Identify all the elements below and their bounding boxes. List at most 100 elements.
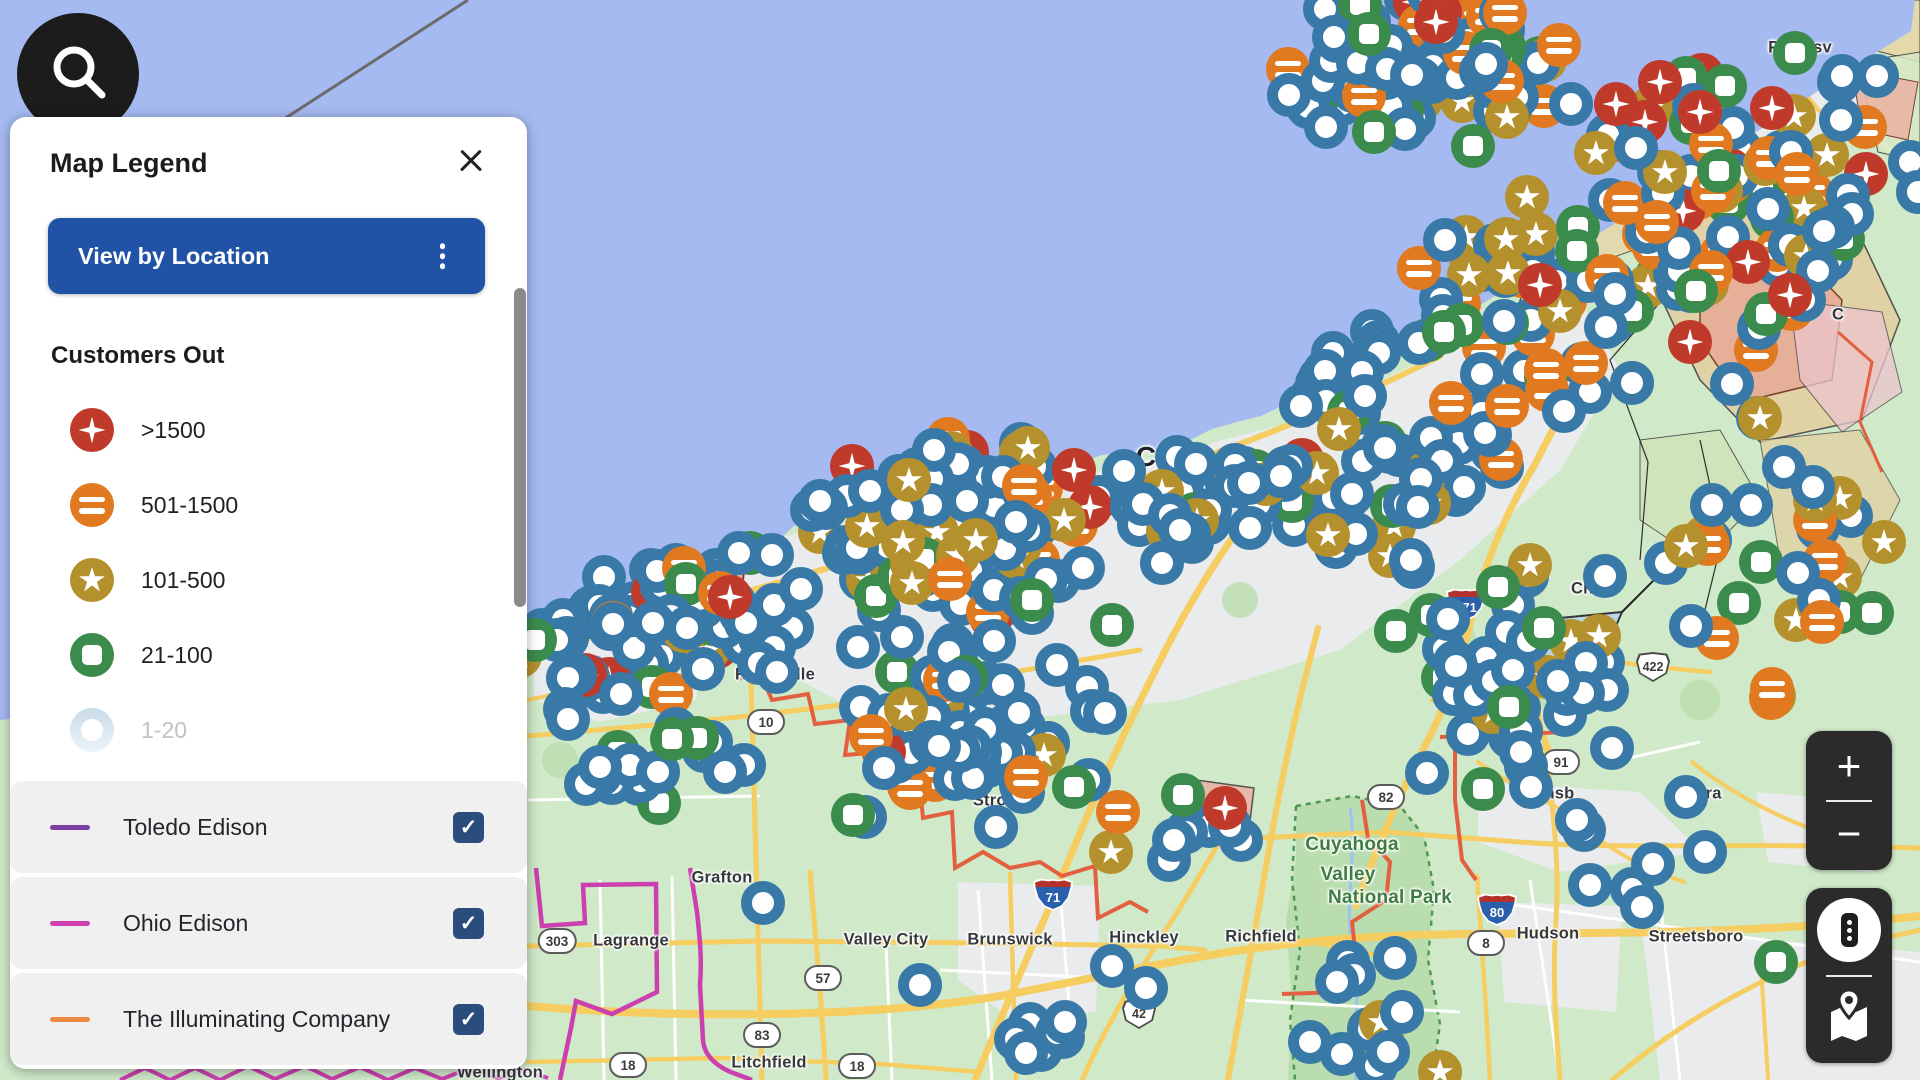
outage-marker-blue[interactable] [599,672,643,716]
outage-marker-gold[interactable] [1574,131,1618,175]
outage-marker-blue[interactable] [1664,775,1708,819]
outage-marker-gold[interactable] [954,518,998,562]
outage-marker-gold[interactable] [1505,175,1549,219]
utility-checkbox[interactable]: ✓ [453,811,484,843]
outage-marker-blue[interactable] [750,533,794,577]
outage-marker-blue[interactable] [665,606,709,650]
outage-marker-blue[interactable] [1124,966,1168,1010]
outage-marker-blue[interactable] [1043,1000,1087,1044]
outage-marker-green[interactable] [1754,940,1798,984]
outage-marker-orange[interactable] [1485,384,1529,428]
outage-marker-red[interactable] [1750,86,1794,130]
outage-marker-blue[interactable] [917,724,961,768]
outage-marker-blue[interactable] [1631,842,1675,886]
outage-marker-blue[interactable] [1542,389,1586,433]
outage-marker-green[interactable] [1422,310,1466,354]
outage-marker-green[interactable] [1487,685,1531,729]
outage-marker-blue[interactable] [1174,442,1218,486]
outage-marker-blue[interactable] [1683,830,1727,874]
outage-marker-blue[interactable] [1390,53,1434,97]
outage-marker-gold[interactable] [1306,513,1350,557]
outage-marker-blue[interactable] [1061,546,1105,590]
outage-marker-blue[interactable] [1330,472,1374,516]
outage-marker-orange[interactable] [1096,790,1140,834]
outage-marker-red[interactable] [1518,263,1562,307]
utility-checkbox[interactable]: ✓ [453,1003,484,1035]
outage-marker-blue[interactable] [1610,361,1654,405]
outage-marker-gold[interactable] [1664,524,1708,568]
kebab-menu-icon[interactable] [439,243,445,269]
utility-checkbox[interactable]: ✓ [453,907,484,939]
outage-marker-blue[interactable] [1363,426,1407,470]
outage-marker-blue[interactable] [862,746,906,790]
outage-marker-blue[interactable] [741,881,785,925]
outage-marker-blue[interactable] [898,963,942,1007]
outage-marker-blue[interactable] [1669,604,1713,648]
outage-marker-red[interactable] [1638,60,1682,104]
outage-marker-green[interactable] [1052,765,1096,809]
outage-marker-blue[interactable] [1464,42,1508,86]
outage-marker-blue[interactable] [1152,818,1196,862]
outage-marker-blue[interactable] [1389,538,1433,582]
outage-marker-blue[interactable] [1568,863,1612,907]
outage-marker-green[interactable] [1010,578,1054,622]
outage-marker-green[interactable] [1352,110,1396,154]
view-by-location-button[interactable]: View by Location [48,218,485,294]
utility-row[interactable]: The Illuminating Company ✓ [10,973,527,1065]
outage-marker-green[interactable] [1347,12,1391,56]
outage-marker-red[interactable] [1052,448,1096,492]
outage-marker-blue[interactable] [1426,597,1470,641]
outage-marker-blue[interactable] [1035,643,1079,687]
outage-marker-blue[interactable] [779,567,823,611]
outage-marker-orange[interactable] [1004,755,1048,799]
outage-marker-orange[interactable] [1775,152,1819,196]
outage-marker-blue[interactable] [1802,209,1846,253]
outage-marker-gold[interactable] [881,520,925,564]
outage-marker-red[interactable] [1668,320,1712,364]
outage-marker-green[interactable] [1476,565,1520,609]
outage-marker-gold[interactable] [1738,396,1782,440]
traffic-layer-button[interactable] [1817,898,1881,962]
outage-marker-orange[interactable] [1750,667,1794,711]
outage-marker-blue[interactable] [591,602,635,646]
outage-marker-blue[interactable] [1279,384,1323,428]
outage-marker-blue[interactable] [1228,506,1272,550]
outage-marker-blue[interactable] [755,650,799,694]
outage-marker-blue[interactable] [972,619,1016,663]
utility-row[interactable]: Toledo Edison ✓ [10,781,527,873]
outage-marker-blue[interactable] [798,479,842,523]
outage-marker-blue[interactable] [1776,551,1820,595]
outage-marker-red[interactable] [1594,82,1638,126]
outage-marker-green[interactable] [1773,31,1817,75]
outage-marker-red[interactable] [1726,240,1770,284]
outage-marker-green[interactable] [831,793,875,837]
outage-marker-blue[interactable] [1373,936,1417,980]
outage-marker-green[interactable] [1161,773,1205,817]
outage-marker-orange[interactable] [1800,600,1844,644]
outage-marker-orange[interactable] [1635,200,1679,244]
outage-marker-blue[interactable] [974,805,1018,849]
outage-marker-blue[interactable] [1549,82,1593,126]
legend-scrollbar[interactable] [514,288,526,607]
outage-marker-green[interactable] [1674,269,1718,313]
outage-marker-orange[interactable] [1429,381,1473,425]
outage-marker-blue[interactable] [1004,1031,1048,1075]
outage-marker-orange[interactable] [928,557,972,601]
outage-marker-blue[interactable] [1405,751,1449,795]
outage-marker-red[interactable] [708,575,752,619]
outage-marker-green[interactable] [1522,606,1566,650]
outage-marker-blue[interactable] [1304,105,1348,149]
outage-marker-blue[interactable] [1396,485,1440,529]
outage-marker-blue[interactable] [1819,98,1863,142]
outage-marker-blue[interactable] [1366,1030,1410,1074]
outage-marker-blue[interactable] [681,647,725,691]
outage-marker-orange[interactable] [1524,348,1568,392]
outage-marker-green[interactable] [1461,767,1505,811]
outage-marker-red[interactable] [1203,786,1247,830]
outage-marker-blue[interactable] [994,500,1038,544]
outage-marker-blue[interactable] [1380,990,1424,1034]
outage-marker-blue[interactable] [1083,691,1127,735]
zoom-in-button[interactable]: + [1836,742,1862,789]
outage-marker-blue[interactable] [546,697,590,741]
outage-marker-red[interactable] [1414,0,1458,44]
